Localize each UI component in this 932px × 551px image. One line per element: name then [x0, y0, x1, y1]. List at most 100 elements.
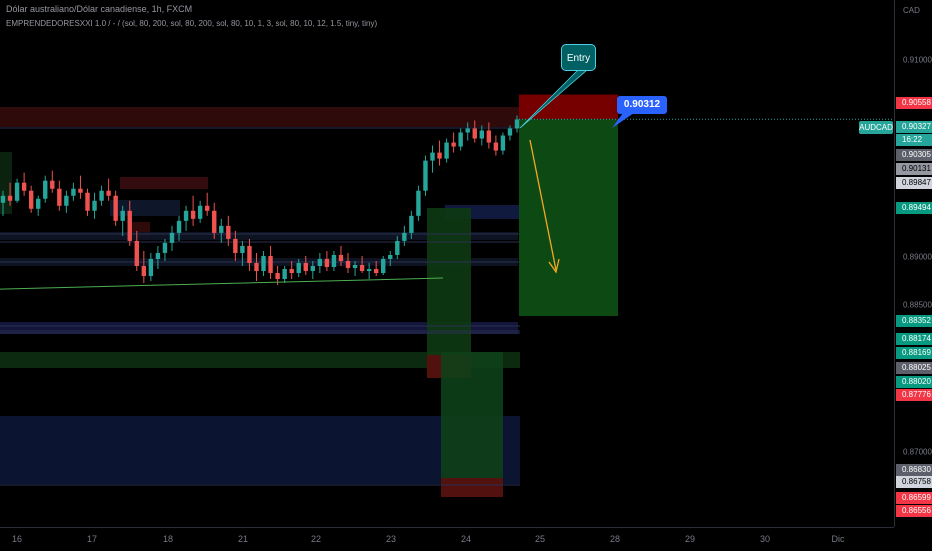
projection-arrowhead: [548, 258, 560, 274]
price-chart[interactable]: [0, 0, 894, 527]
time-tick-label: 24: [460, 534, 472, 544]
candle-body: [0, 195, 6, 203]
candle-body: [190, 210, 196, 219]
price-tag: 0.86758: [896, 476, 932, 488]
supply-zone: [0, 107, 520, 127]
candle-body: [71, 188, 76, 196]
candle-body: [176, 220, 182, 233]
supply-zone: [441, 478, 503, 497]
supply-zone: [120, 177, 208, 189]
candle-body: [395, 240, 400, 255]
candle-body: [212, 210, 217, 233]
candle-body: [303, 262, 308, 272]
price-tag: 0.88020: [896, 376, 932, 388]
candle-body: [204, 205, 210, 211]
candle-body: [64, 195, 69, 206]
candle-body: [85, 192, 90, 211]
candle-body: [324, 258, 330, 268]
candle-body: [352, 265, 358, 269]
price-tick-label: 0.89000: [903, 252, 932, 262]
price-axis[interactable]: CAD 0.91000 0.89000 0.88500 0.87000 0.90558…: [894, 0, 932, 527]
candle-body: [169, 232, 175, 243]
projection-arrow: [529, 139, 557, 271]
candle-body: [310, 266, 316, 272]
time-tick-label: 28: [609, 534, 621, 544]
candle-body: [78, 188, 83, 193]
candle-body: [331, 254, 337, 268]
candle-body: [28, 190, 34, 209]
price-tick-label: 0.87000: [903, 447, 932, 457]
price-tag: 0.88169: [896, 347, 932, 359]
candle-body: [7, 195, 13, 201]
candle-body: [233, 238, 238, 253]
time-tick-label: 17: [86, 534, 98, 544]
price-tag: 0.86830: [896, 464, 932, 476]
candle-body: [296, 262, 301, 274]
candle-body: [106, 190, 111, 196]
candle-body: [486, 130, 492, 143]
price-tag: 0.88352: [896, 315, 932, 327]
take-profit-zone: [519, 119, 618, 316]
zone-box: [0, 232, 518, 240]
candle-body: [507, 128, 513, 136]
candle-body: [366, 269, 372, 272]
symbol-tag: AUDCAD: [859, 121, 893, 134]
demand-zone: [441, 352, 503, 497]
candle-body: [388, 254, 393, 259]
candle-body: [92, 200, 97, 211]
price-tick-label: 0.91000: [903, 55, 932, 65]
candle-body: [444, 142, 449, 159]
candle-body: [458, 132, 463, 147]
price-tag: 0.90327: [896, 121, 932, 133]
demand-zone: [427, 208, 471, 378]
time-tick-label: 16: [11, 534, 23, 544]
time-tick-label: Dic: [831, 534, 845, 544]
zone-box: [110, 200, 180, 216]
price-tag: 0.88174: [896, 333, 932, 345]
time-tick-label: 29: [684, 534, 696, 544]
candle-body: [120, 210, 125, 221]
price-tag: 0.89494: [896, 202, 932, 214]
candle-body: [437, 152, 442, 159]
demand-zone: [0, 352, 520, 368]
time-tick-label: 25: [534, 534, 546, 544]
entry-price-callout[interactable]: 0.90312: [617, 96, 667, 114]
price-tag: 0.90305: [896, 149, 932, 161]
price-tag: 0.90558: [896, 97, 932, 109]
entry-callout[interactable]: Entry: [561, 44, 596, 71]
price-tag: 0.90131: [896, 163, 932, 175]
price-tag: 0.87776: [896, 389, 932, 401]
candle-body: [282, 269, 287, 280]
time-tick-label: 23: [385, 534, 397, 544]
stop-loss-zone: [519, 94, 618, 120]
candle-body: [99, 190, 104, 201]
chart-area[interactable]: Dólar australiano/Dólar canadiense, 1h, …: [0, 0, 894, 527]
price-tag: 0.89847: [896, 177, 932, 189]
candle-body: [275, 273, 280, 280]
candle-body: [155, 252, 161, 259]
candle-body: [254, 262, 259, 272]
time-tick-label: 18: [162, 534, 174, 544]
currency-label: CAD: [903, 6, 920, 15]
candle-body: [21, 182, 27, 191]
candle-body: [479, 130, 484, 139]
candle-body: [345, 260, 351, 269]
candle-body: [134, 240, 139, 267]
candle-body: [359, 265, 365, 272]
candle-body: [226, 225, 231, 239]
indicator-legend[interactable]: EMPRENDEDORESXXI 1.0 / - / (sol, 80, 200…: [6, 19, 378, 28]
price-tag: 0.86556: [896, 505, 932, 517]
candle-body: [493, 142, 499, 151]
candle-body: [183, 210, 189, 221]
time-tick-label: 21: [237, 534, 249, 544]
candle-body: [197, 205, 203, 219]
price-tag: 0.86599: [896, 492, 932, 504]
time-tick-label: 30: [759, 534, 771, 544]
candle-body: [409, 215, 414, 233]
candle-body: [451, 142, 456, 147]
candle-body: [36, 198, 41, 209]
candle-body: [261, 255, 266, 272]
candle-body: [43, 180, 48, 199]
price-tick-label: 0.88500: [903, 300, 932, 310]
time-axis[interactable]: 16 17 18 21 22 23 24 25 28 29 30 Dic: [0, 527, 894, 551]
